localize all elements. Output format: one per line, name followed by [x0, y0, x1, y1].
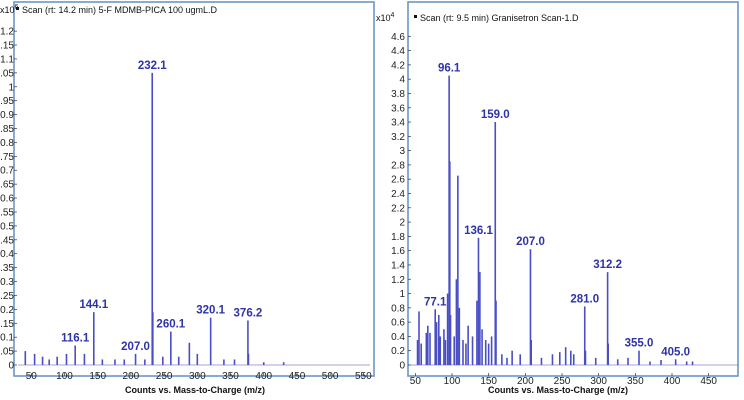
y-tick-label: 0.5	[0, 221, 14, 232]
peak-label: 355.0	[625, 338, 654, 350]
plot-frame	[407, 1, 739, 377]
y-tick-label: 0.6	[391, 318, 405, 329]
y-tick-label: 1.4	[391, 260, 405, 271]
y-exponent-label: x106	[0, 4, 19, 15]
peak-label: 96.1	[438, 63, 461, 75]
y-tick-label: 1.6	[391, 246, 405, 257]
y-tick-label: 3.4	[391, 118, 405, 129]
y-tick-label: 1.2	[391, 275, 405, 286]
y-tick-label: 4	[399, 75, 405, 86]
peak-label: 312.2	[593, 259, 622, 271]
x-tick-label: 50	[26, 371, 38, 382]
peak-label: 116.1	[61, 333, 90, 345]
header-bullet-icon	[16, 7, 19, 10]
spectrum-chart-right: Scan (rt: 9.5 min) Granisetron Scan-1.D x…	[376, 1, 739, 395]
x-tick-label: 400	[664, 376, 681, 387]
y-tick-label: 0.2	[0, 305, 14, 316]
y-tick-label: 3.2	[391, 132, 405, 143]
x-tick-label: 250	[156, 371, 173, 382]
x-tick-label: 150	[480, 376, 497, 387]
y-exponent-label: x104	[376, 12, 395, 23]
y-tick-label: 0.6	[0, 194, 14, 205]
y-tick-label: 1	[8, 82, 14, 93]
spectrum-header: Scan (rt: 14.2 min) 5-F MDMB-PICA 100 ug…	[22, 5, 218, 15]
peak-label: 232.1	[138, 60, 167, 72]
y-tick-label: 0	[8, 361, 14, 372]
x-tick-label: 200	[517, 376, 534, 387]
x-tick-label: 250	[554, 376, 571, 387]
y-tick-label: 0.9	[0, 110, 14, 121]
y-tick-label: 0.65	[0, 180, 14, 191]
x-tick-label: 450	[700, 376, 717, 387]
y-tick-label: 0.45	[0, 235, 14, 246]
x-tick-label: 200	[123, 371, 140, 382]
y-tick-label: 3.6	[391, 103, 405, 114]
y-tick-label: 0.75	[0, 152, 14, 163]
y-tick-label: 1.05	[0, 68, 14, 79]
x-axis-title: Counts vs. Mass-to-Charge (m/z)	[125, 385, 265, 395]
y-tick-label: 2.4	[391, 189, 405, 200]
y-tick-label: 0.4	[0, 249, 14, 260]
y-tick-label: 0.7	[0, 166, 14, 177]
x-tick-label: 300	[189, 371, 206, 382]
x-tick-label: 50	[410, 376, 422, 387]
y-tick-label: 0.25	[0, 291, 14, 302]
y-tick-label: 1.15	[0, 41, 14, 52]
peak-label: 376.2	[234, 307, 263, 319]
y-tick-label: 4.6	[391, 32, 405, 43]
y-tick-label: 0.15	[0, 319, 14, 330]
peak-label: 77.1	[424, 296, 447, 308]
y-tick-label: 2	[399, 218, 405, 229]
header-bullet-icon	[414, 15, 417, 18]
x-tick-label: 350	[627, 376, 644, 387]
x-axis-title: Counts vs. Mass-to-Charge (m/z)	[488, 385, 628, 395]
y-tick-label: 0.55	[0, 207, 14, 218]
x-tick-label: 150	[89, 371, 106, 382]
y-tick-label: 1.8	[391, 232, 405, 243]
x-tick-label: 100	[56, 371, 73, 382]
peak-label: 159.0	[481, 109, 510, 121]
x-tick-label: 350	[222, 371, 239, 382]
y-tick-label: 4.2	[391, 60, 405, 71]
y-tick-label: 0.05	[0, 347, 14, 358]
y-tick-label: 0.35	[0, 263, 14, 274]
y-tick-label: 0	[399, 361, 405, 372]
x-tick-label: 550	[355, 371, 372, 382]
peak-label: 405.0	[661, 346, 690, 358]
y-tick-label: 0.8	[0, 138, 14, 149]
y-tick-label: 0.1	[0, 333, 14, 344]
y-tick-label: 0.8	[391, 303, 405, 314]
x-tick-label: 100	[444, 376, 461, 387]
peak-label: 207.0	[121, 341, 150, 353]
peak-label: 281.0	[570, 293, 599, 305]
x-tick-label: 300	[590, 376, 607, 387]
plot-frame	[13, 1, 375, 377]
y-tick-label: 2.2	[391, 203, 405, 214]
peak-label: 320.1	[196, 305, 225, 317]
y-tick-label: 0.3	[0, 277, 14, 288]
spectrum-chart-left: Scan (rt: 14.2 min) 5-F MDMB-PICA 100 ug…	[0, 1, 375, 395]
y-tick-label: 1.2	[0, 27, 14, 38]
y-tick-label: 3	[399, 146, 405, 157]
peak-label: 144.1	[79, 299, 108, 311]
y-tick-label: 2.8	[391, 160, 405, 171]
y-tick-label: 0.85	[0, 124, 14, 135]
y-tick-label: 4.4	[391, 46, 405, 57]
y-tick-label: 2.6	[391, 175, 405, 186]
peak-label: 260.1	[156, 319, 185, 331]
spectrum-header: Scan (rt: 9.5 min) Granisetron Scan-1.D	[420, 13, 579, 23]
y-tick-label: 0.4	[391, 332, 405, 343]
x-tick-label: 500	[322, 371, 339, 382]
x-tick-label: 450	[289, 371, 306, 382]
peak-label: 207.0	[516, 236, 545, 248]
y-tick-label: 0.95	[0, 96, 14, 107]
y-tick-label: 0.2	[391, 346, 405, 357]
x-tick-label: 400	[255, 371, 272, 382]
y-tick-label: 3.8	[391, 89, 405, 100]
y-tick-label: 1	[399, 289, 405, 300]
y-tick-label: 1.1	[0, 54, 14, 65]
peak-label: 136.1	[464, 225, 493, 237]
